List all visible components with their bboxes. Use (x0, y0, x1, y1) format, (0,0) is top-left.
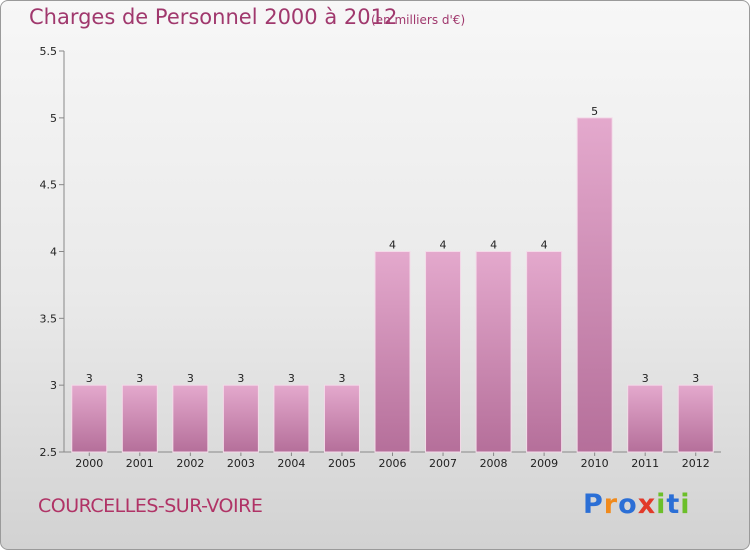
x-tick-label: 2012 (682, 457, 710, 470)
x-tick-label: 2010 (581, 457, 609, 470)
bar-value-label: 5 (591, 105, 598, 118)
commune-name: COURCELLES-SUR-VOIRE (38, 495, 263, 517)
bar-2010 (576, 117, 613, 453)
logo-letter: r (603, 489, 619, 520)
bar-2008 (475, 251, 512, 453)
bar-2007 (425, 251, 462, 453)
bar-value-label: 3 (288, 372, 295, 385)
x-tick-label: 2003 (227, 457, 255, 470)
bar-2000 (71, 384, 108, 453)
bar-2009 (526, 251, 563, 453)
x-tick-label: 2005 (328, 457, 356, 470)
bar-value-label: 4 (389, 239, 396, 252)
logo-letter: t (666, 489, 681, 520)
y-tick-label: 4 (50, 246, 57, 259)
bar-2001 (121, 384, 158, 453)
y-tick-label: 4.5 (40, 179, 58, 192)
x-tick-label: 2007 (429, 457, 457, 470)
bar-value-label: 3 (237, 372, 244, 385)
logo-letter: i (656, 489, 667, 520)
x-tick-label: 2011 (631, 457, 659, 470)
bar-2002 (172, 384, 209, 453)
bar-value-label: 4 (541, 239, 548, 252)
bar-value-label: 3 (86, 372, 93, 385)
bar-2006 (374, 251, 411, 453)
y-tick-label: 2.5 (40, 446, 58, 459)
logo-letter: o (618, 489, 638, 520)
bar-value-label: 3 (187, 372, 194, 385)
y-tick-label: 3 (50, 379, 57, 392)
bar-value-label: 4 (440, 239, 447, 252)
chart-title: Charges de Personnel 2000 à 2012 (29, 5, 398, 29)
y-tick-label: 3.5 (40, 312, 58, 325)
bar-2004 (273, 384, 310, 453)
logo-letter: x (637, 489, 657, 520)
bar-2003 (222, 384, 259, 453)
bar-value-label: 4 (490, 239, 497, 252)
bar-2011 (627, 384, 664, 453)
bar-value-label: 3 (136, 372, 143, 385)
y-tick-label: 5 (50, 112, 57, 125)
bar-value-label: 3 (338, 372, 345, 385)
x-tick-label: 2006 (379, 457, 407, 470)
bar-2012 (677, 384, 714, 453)
x-tick-label: 2004 (277, 457, 305, 470)
x-tick-label: 2001 (126, 457, 154, 470)
chart-subtitle: (en milliers d'€) (371, 13, 466, 27)
proxiti-logo: Proxiti (583, 489, 691, 520)
y-tick-label: 5.5 (40, 45, 58, 58)
x-tick-label: 2009 (530, 457, 558, 470)
bar-value-label: 3 (642, 372, 649, 385)
bar-2005 (323, 384, 360, 453)
bar-value-label: 3 (692, 372, 699, 385)
logo-letter: i (680, 489, 691, 520)
x-tick-label: 2000 (75, 457, 103, 470)
x-tick-label: 2008 (480, 457, 508, 470)
x-tick-label: 2002 (176, 457, 204, 470)
logo-letter: P (583, 489, 604, 520)
